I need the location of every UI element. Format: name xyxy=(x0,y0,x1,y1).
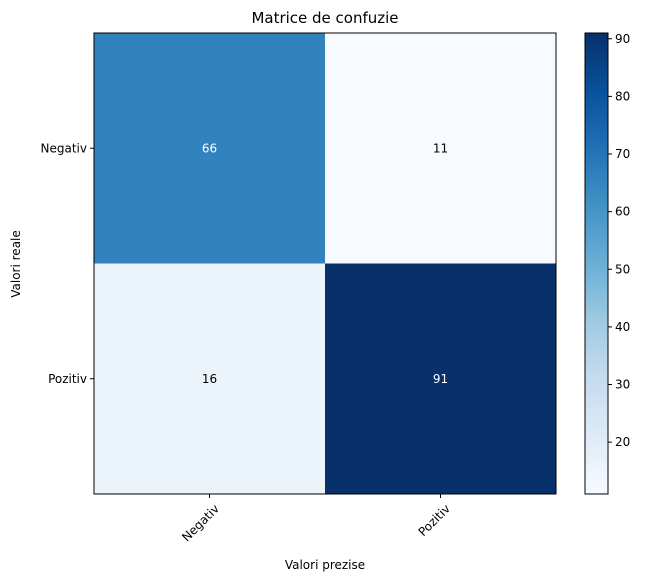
colorbar-frame xyxy=(584,32,609,495)
y-tick-label: Pozitiv xyxy=(48,372,87,386)
x-tick-label: Pozitiv xyxy=(416,502,453,539)
cell-value-label: 16 xyxy=(202,372,217,386)
colorbar-tick-label: 20 xyxy=(615,435,630,449)
cell-value-label: 11 xyxy=(433,141,448,155)
colorbar-tick-label: 40 xyxy=(615,320,630,334)
cell-value-label: 91 xyxy=(433,372,448,386)
y-tick-label: Negativ xyxy=(41,141,87,155)
colorbar-tick-label: 70 xyxy=(615,147,630,161)
plot-frame xyxy=(93,32,557,495)
heatmap-cells: 66 11 16 91 xyxy=(94,33,556,494)
heatmap-cell xyxy=(94,33,325,264)
colorbar-tick-label: 80 xyxy=(615,89,630,103)
colorbar-tick-label: 50 xyxy=(615,262,630,276)
chart-title: Matrice de confuzie xyxy=(251,9,398,27)
heatmap-cell xyxy=(94,263,325,494)
heatmap-cell xyxy=(325,263,556,494)
colorbar-ticks: 20 30 40 50 60 70 80 90 xyxy=(608,32,630,449)
colorbar-tick-label: 30 xyxy=(615,378,630,392)
colorbar-tick-label: 60 xyxy=(615,205,630,219)
y-axis-ticks: Negativ Pozitiv xyxy=(41,141,94,386)
y-axis-label: Valori reale xyxy=(9,230,23,298)
heatmap-cell xyxy=(325,33,556,264)
x-axis-label: Valori prezise xyxy=(285,558,365,572)
colorbar xyxy=(585,33,608,494)
x-tick-label: Negativ xyxy=(179,502,222,545)
cell-value-label: 66 xyxy=(202,141,217,155)
x-axis-ticks: Negativ Pozitiv xyxy=(179,494,453,544)
colorbar-tick-label: 90 xyxy=(615,32,630,46)
